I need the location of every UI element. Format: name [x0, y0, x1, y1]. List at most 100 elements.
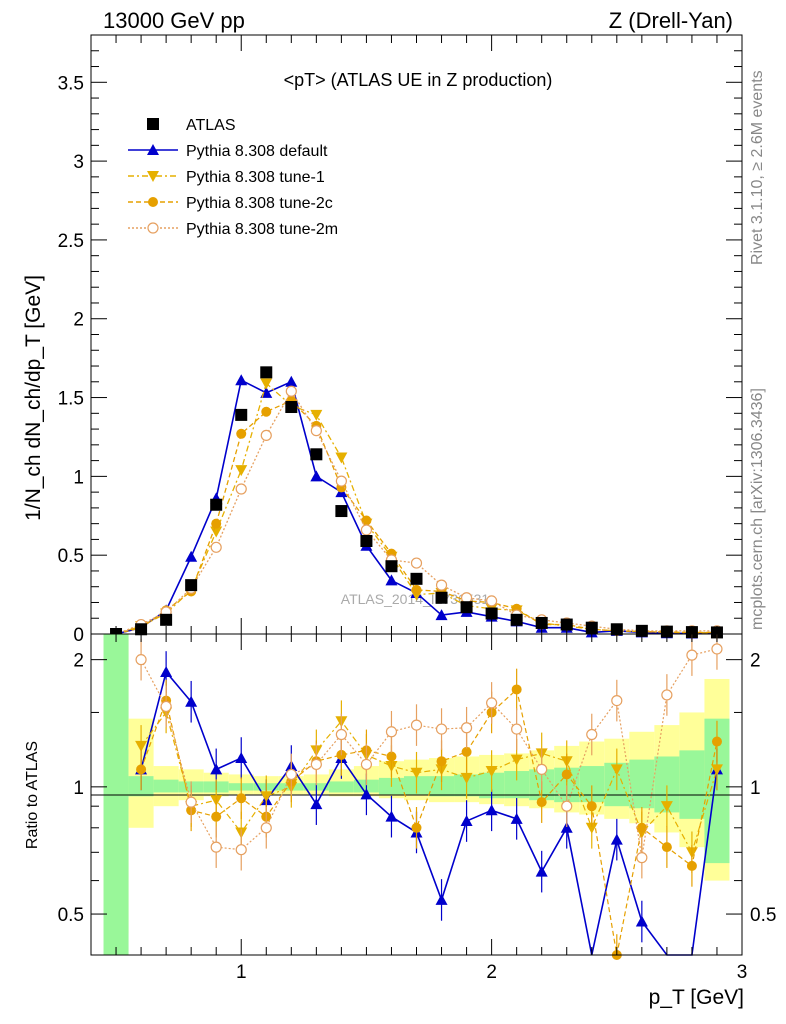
ratio-point — [135, 740, 148, 752]
main-title: <pT> (ATLAS UE in Z production) — [284, 70, 553, 90]
x-tick-label: 2 — [486, 962, 497, 983]
ratio-point — [385, 810, 398, 822]
ratio-point — [160, 700, 172, 713]
side-label-top: Rivet 3.1.10, ≥ 2.6M events — [749, 70, 766, 265]
data-point — [260, 429, 272, 441]
ratio-point — [310, 798, 323, 810]
ratio-point — [610, 833, 623, 845]
y-tick-label: 1 — [73, 467, 84, 488]
data-point — [260, 366, 273, 379]
ratio-point — [535, 865, 548, 877]
ratio-line — [140, 711, 718, 854]
ratio-point — [585, 822, 598, 834]
ratio-point — [511, 684, 522, 695]
ratio-point — [235, 844, 247, 856]
ratio-point — [260, 822, 272, 834]
legend-marker — [148, 197, 158, 207]
data-point — [335, 505, 348, 518]
ratio-point — [435, 723, 448, 735]
ratio-point — [485, 766, 498, 778]
stat-band — [679, 750, 705, 819]
main-ylabel: 1/N_ch dN_ch/dp_T [GeV] — [22, 275, 45, 521]
y-tick-label: 1.5 — [58, 389, 84, 410]
legend-label: Pythia 8.308 tune-2c — [186, 195, 333, 212]
ratio-point — [185, 796, 197, 808]
ratio-point — [136, 764, 147, 775]
ratio-point — [510, 754, 523, 766]
ratio-point — [686, 860, 697, 871]
y-tick-label: 3 — [73, 152, 84, 173]
data-point — [210, 498, 223, 511]
ratio-point — [660, 801, 673, 813]
ratio-ticks: 0.5 0.5 1 1 2 2 1 2 3 — [58, 634, 776, 983]
ratio-line — [140, 688, 718, 956]
data-point — [210, 526, 223, 538]
header-left: 13000 GeV pp — [103, 8, 245, 33]
x-tick-label: 3 — [737, 962, 748, 983]
ratio-point — [510, 812, 523, 824]
data-point — [160, 613, 173, 626]
data-point — [185, 550, 198, 562]
ratio-point — [210, 763, 223, 775]
data-point — [410, 557, 423, 569]
data-point — [435, 579, 448, 591]
ratio-y-tick-label-right: 2 — [750, 651, 761, 672]
data-point — [210, 541, 222, 553]
legend-label: Pythia 8.308 tune-1 — [186, 169, 325, 186]
data-point — [486, 595, 498, 607]
ratio-point — [661, 842, 672, 853]
ratio-point — [536, 763, 548, 775]
ratio-point — [460, 815, 473, 827]
ratio-pythia-8-308-tune-2c — [136, 668, 722, 960]
ratio-y-tick-label-right: 0.5 — [750, 905, 776, 926]
legend-marker — [147, 222, 159, 234]
y-tick-label: 0.5 — [58, 546, 84, 567]
data-point — [435, 609, 448, 621]
ratio-point — [711, 736, 722, 747]
y-tick-label: 3.5 — [58, 73, 84, 94]
data-point — [535, 616, 548, 629]
data-point — [261, 406, 272, 417]
data-point — [235, 374, 248, 386]
legend-label: ATLAS — [186, 117, 236, 134]
data-point — [510, 613, 523, 626]
ratio-point — [661, 689, 673, 701]
ratio-point — [160, 665, 173, 677]
ratio-point — [561, 800, 573, 812]
data-point — [385, 560, 398, 573]
legend: ATLAS Pythia 8.308 default Pythia 8.308 tu… — [128, 117, 338, 238]
ratio-point — [586, 728, 598, 741]
ratio-point — [460, 722, 473, 734]
ratio-point — [436, 756, 447, 767]
ratio-point — [636, 822, 647, 833]
data-point — [285, 401, 298, 414]
data-point — [410, 572, 423, 585]
ratio-point — [485, 804, 498, 816]
data-point — [335, 475, 347, 487]
data-point — [211, 518, 222, 529]
main-panel: ATLAS_2014_I1736531 00.511.522.533.5 <pT… — [22, 34, 743, 646]
ratio-ylabel: Ratio to ATLAS — [24, 741, 41, 849]
legend-label: Pythia 8.308 default — [186, 143, 328, 160]
data-point — [310, 470, 323, 482]
ratio-point — [711, 643, 723, 655]
x-tick-label: 1 — [236, 962, 247, 983]
ratio-point — [410, 767, 423, 779]
ratio-y-tick-label: 2 — [73, 651, 84, 672]
side-label-bottom: mcplots.cern.ch [arXiv:1306.3436] — [749, 388, 766, 630]
data-point — [485, 607, 498, 620]
legend-marker — [147, 171, 159, 182]
data-point — [435, 591, 448, 604]
data-point — [236, 428, 247, 439]
main-series-layer — [110, 366, 723, 640]
data-point — [460, 601, 473, 614]
ratio-point — [435, 893, 448, 905]
ratio-point — [636, 852, 648, 864]
ratio-point — [310, 758, 322, 771]
ratio-point — [185, 695, 198, 707]
data-point — [260, 378, 273, 390]
main-ticks: 0 0.5 1 1.5 2 2.5 3 3.5 — [58, 35, 742, 646]
y-tick-label: 2 — [73, 310, 84, 331]
ratio-point — [335, 728, 347, 741]
